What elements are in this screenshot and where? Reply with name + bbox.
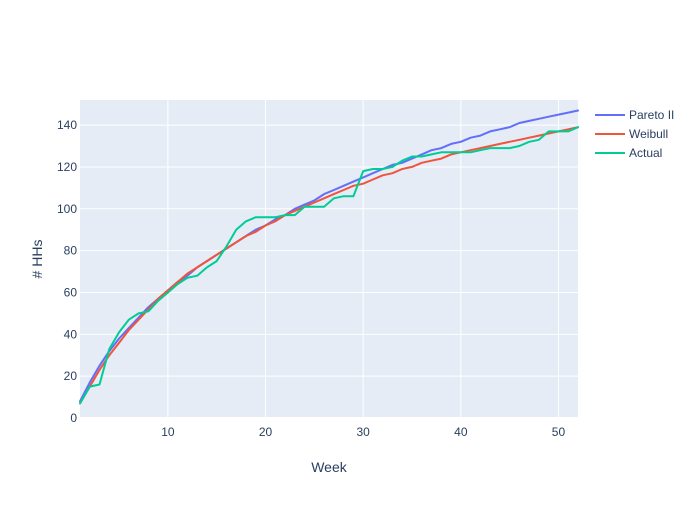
y-gridlines (80, 124, 578, 419)
y-tick-label: 40 (64, 327, 78, 341)
y-tick-label: 140 (57, 118, 77, 132)
x-tick-label: 10 (161, 425, 175, 439)
legend-label: Pareto II (629, 108, 674, 122)
y-axis-title: # HHs (29, 240, 45, 279)
x-tick-labels: 10 20 30 40 50 (161, 425, 565, 439)
x-tick-label: 50 (552, 425, 566, 439)
y-tick-labels: 0 20 40 60 80 100 120 140 (57, 118, 77, 425)
y-tick-label: 20 (64, 369, 78, 383)
y-tick-label: 100 (57, 202, 77, 216)
legend-label: Actual (629, 146, 662, 160)
y-tick-label: 120 (57, 160, 77, 174)
x-tick-label: 40 (454, 425, 468, 439)
x-axis-title: Week (311, 459, 348, 475)
plot-background (80, 100, 578, 418)
series-lines (79, 109, 579, 405)
x-tick-label: 20 (259, 425, 273, 439)
y-tick-label: 60 (64, 285, 78, 299)
series-line-weibull (79, 126, 579, 405)
y-tick-label: 80 (64, 244, 78, 258)
y-tick-label: 0 (70, 411, 77, 425)
legend: Pareto II Weibull Actual (595, 108, 674, 160)
x-tick-label: 30 (356, 425, 370, 439)
legend-label: Weibull (629, 127, 668, 141)
series-line-actual (79, 126, 579, 405)
